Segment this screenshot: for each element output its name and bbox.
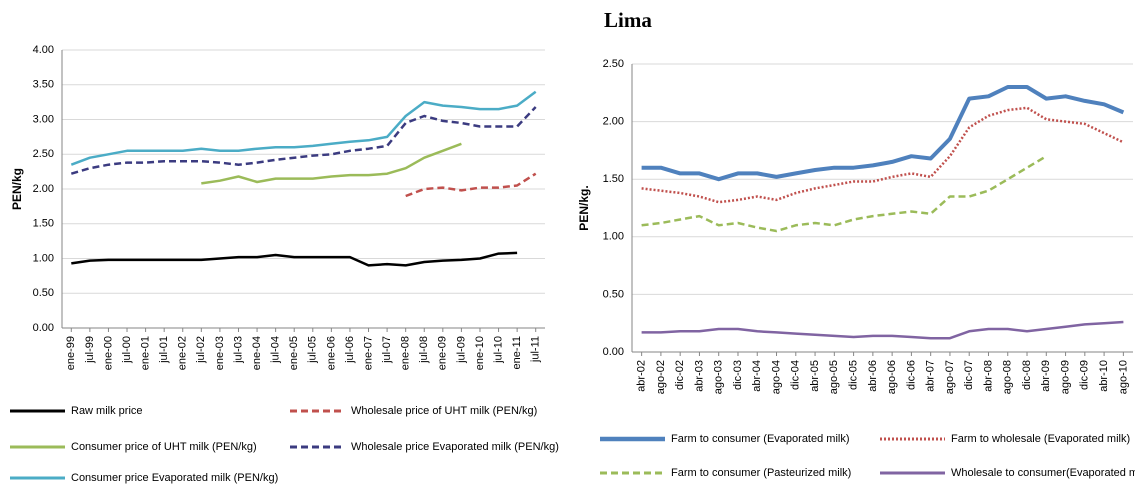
- legend-label: Consumer price Evaporated milk (PEN/kg): [71, 472, 278, 484]
- x-tick-label: ago-05: [828, 360, 840, 394]
- x-tick-label: ago-08: [1002, 360, 1014, 394]
- x-tick-label: dic-04: [790, 360, 802, 390]
- x-tick-label: ene-05: [288, 336, 300, 370]
- legend-item: Raw milk price: [10, 405, 143, 417]
- y-tick-label: 4.00: [33, 44, 54, 56]
- x-tick-label: ene-01: [140, 336, 152, 370]
- x-tick-label: abr-05: [809, 360, 821, 392]
- x-tick-label: dic-02: [674, 360, 686, 390]
- x-tick-label: ene-00: [102, 336, 114, 370]
- y-tick-label: 3.00: [33, 113, 54, 125]
- x-tick-label: dic-09: [1079, 360, 1091, 390]
- legend-label: Consumer price of UHT milk (PEN/kg): [71, 441, 257, 453]
- x-tick-label: abr-07: [925, 360, 937, 392]
- x-tick-label: jul-02: [195, 336, 207, 364]
- x-tick-label: ene-08: [400, 336, 412, 370]
- x-tick-label: dic-07: [963, 360, 975, 390]
- x-tick-label: ago-02: [655, 360, 667, 394]
- series-line: [70, 106, 537, 175]
- y-tick-label: 0.50: [33, 287, 54, 299]
- x-tick-label: abr-03: [693, 360, 705, 392]
- x-tick-label: jul-04: [270, 336, 282, 364]
- x-tick-label: dic-06: [905, 360, 917, 390]
- legend-label: Farm to wholesale (Evaporated milk): [951, 433, 1130, 445]
- y-tick-label: 1.50: [603, 173, 624, 185]
- legend-item: Farm to consumer (Evaporated milk): [600, 433, 850, 445]
- series-line: [71, 251, 518, 267]
- legend-label: Wholesale price of UHT milk (PEN/kg): [351, 405, 537, 417]
- y-tick-label: 0.00: [33, 322, 54, 334]
- x-tick-label: ene-11: [511, 336, 523, 369]
- x-tick-label: jul-05: [307, 336, 319, 364]
- series-line: [641, 155, 1047, 233]
- x-tick-label: ene-04: [251, 336, 263, 370]
- legend-item: Farm to consumer (Pasteurized milk): [600, 467, 851, 479]
- x-tick-label: ene-07: [362, 336, 374, 370]
- x-tick-label: ene-06: [325, 336, 337, 370]
- x-tick-label: abr-02: [636, 360, 648, 392]
- y-tick-label: 2.50: [603, 58, 624, 70]
- legend-label: Raw milk price: [71, 405, 143, 417]
- x-tick-label: ago-03: [713, 360, 725, 394]
- y-tick-label: 0.50: [603, 288, 624, 300]
- x-tick-label: jul-09: [455, 336, 467, 364]
- x-tick-label: dic-08: [1021, 360, 1033, 390]
- y-tick-label: 3.50: [33, 79, 54, 91]
- series-line: [641, 320, 1124, 340]
- legend-item: Wholesale price of UHT milk (PEN/kg): [290, 405, 537, 417]
- legend-item: Consumer price of UHT milk (PEN/kg): [10, 441, 257, 453]
- x-tick-label: ene-99: [65, 336, 77, 370]
- x-tick-label: abr-09: [1040, 360, 1052, 392]
- chart-title: Lima: [604, 8, 652, 32]
- x-tick-label: abr-04: [751, 360, 763, 392]
- y-tick-label: 1.50: [33, 218, 54, 230]
- y-axis-title: PEN/kg: [10, 168, 24, 210]
- x-tick-label: ago-09: [1059, 360, 1071, 394]
- x-tick-label: dic-03: [732, 360, 744, 390]
- x-tick-label: ago-04: [770, 360, 782, 394]
- legend-item: Wholesale price Evaporated milk (PEN/kg): [290, 441, 559, 453]
- x-tick-label: jul-99: [84, 336, 96, 364]
- x-tick-label: ago-10: [1117, 360, 1129, 394]
- x-tick-label: ago-07: [944, 360, 956, 394]
- y-axis-title: PEN/kg.: [577, 185, 591, 230]
- x-tick-label: jul-11: [530, 336, 542, 363]
- legend-item: Consumer price Evaporated milk (PEN/kg): [10, 472, 278, 484]
- series-line: [201, 142, 462, 185]
- y-tick-label: 1.00: [33, 252, 54, 264]
- x-tick-label: ene-03: [214, 336, 226, 370]
- x-tick-label: abr-06: [867, 360, 879, 392]
- series-line: [641, 106, 1124, 204]
- y-tick-label: 2.00: [603, 116, 624, 128]
- x-tick-label: jul-01: [158, 336, 170, 364]
- x-tick-label: jul-08: [418, 336, 430, 364]
- y-tick-label: 0.00: [603, 346, 624, 358]
- legend-item: Wholesale to consumer(Evaporated milk): [880, 467, 1135, 479]
- legend-label: Wholesale to consumer(Evaporated milk): [951, 467, 1135, 479]
- series-line: [70, 90, 537, 166]
- x-tick-label: dic-05: [848, 360, 860, 390]
- x-tick-label: jul-07: [381, 336, 393, 364]
- x-tick-label: jul-03: [232, 336, 244, 364]
- x-tick-label: jul-06: [344, 336, 356, 364]
- x-tick-label: ene-09: [437, 336, 449, 370]
- series-line: [641, 85, 1125, 182]
- x-tick-label: jul-10: [492, 336, 504, 364]
- y-tick-label: 2.00: [33, 183, 54, 195]
- x-tick-label: ene-10: [474, 336, 486, 370]
- x-tick-label: ene-02: [177, 336, 189, 370]
- legend-label: Farm to consumer (Evaporated milk): [671, 433, 850, 445]
- legend-label: Farm to consumer (Pasteurized milk): [671, 467, 851, 479]
- x-tick-label: ago-06: [886, 360, 898, 394]
- legend-item: Farm to wholesale (Evaporated milk): [880, 433, 1130, 445]
- x-tick-label: abr-10: [1098, 360, 1110, 392]
- x-tick-label: abr-08: [982, 360, 994, 392]
- legend-label: Wholesale price Evaporated milk (PEN/kg): [351, 441, 559, 453]
- y-tick-label: 2.50: [33, 148, 54, 160]
- y-tick-label: 1.00: [603, 231, 624, 243]
- x-tick-label: jul-00: [121, 336, 133, 364]
- series-line: [405, 172, 537, 198]
